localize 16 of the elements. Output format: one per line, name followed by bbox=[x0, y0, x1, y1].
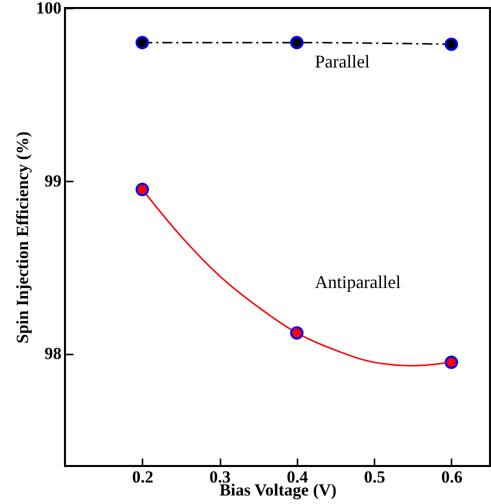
y-axis-title: Spin Injection Efficiency (%) bbox=[13, 131, 32, 344]
x-tick-label: 0.5 bbox=[364, 468, 386, 486]
point bbox=[290, 36, 304, 50]
point bbox=[136, 36, 149, 50]
x-tick-label: 0.6 bbox=[441, 468, 462, 486]
series-label: Parallel bbox=[314, 52, 370, 72]
point bbox=[444, 356, 458, 369]
y-tick-label: 100 bbox=[36, 0, 62, 18]
text: Antiparallel bbox=[314, 272, 401, 292]
y-tick-label: 99 bbox=[44, 171, 62, 190]
y-tick-label: 98 bbox=[44, 344, 62, 364]
point bbox=[290, 326, 304, 340]
x-tick-label: 0.2 bbox=[132, 468, 154, 486]
point bbox=[136, 182, 149, 196]
x-tick-label: 0.4 bbox=[286, 468, 308, 486]
point bbox=[444, 38, 458, 51]
